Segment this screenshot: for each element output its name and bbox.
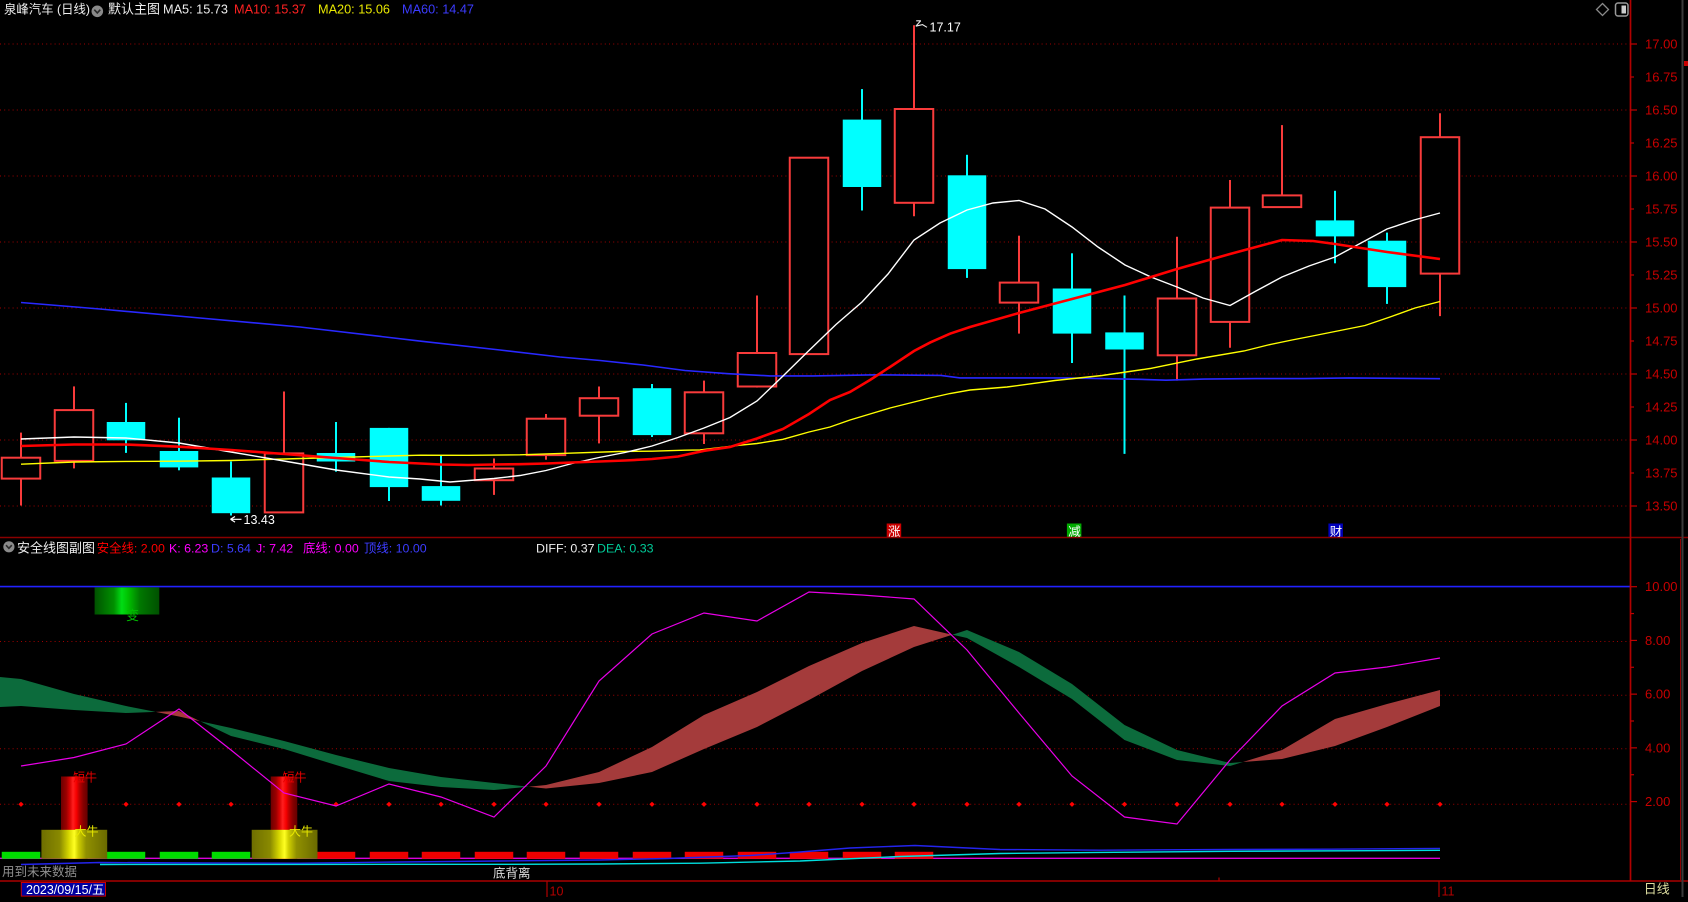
svg-text:泉峰汽车 (日线): 泉峰汽车 (日线) (4, 2, 90, 17)
svg-text:8.00: 8.00 (1645, 633, 1670, 648)
svg-text:15.25: 15.25 (1645, 268, 1678, 283)
svg-text:J: 7.42: J: 7.42 (256, 542, 293, 556)
svg-text:减: 减 (1068, 525, 1081, 539)
svg-text:6.00: 6.00 (1645, 687, 1670, 702)
svg-text:安全线: 2.00: 安全线: 2.00 (97, 541, 165, 556)
svg-text:16.75: 16.75 (1645, 70, 1678, 85)
svg-text:D: 5.64: D: 5.64 (211, 542, 251, 556)
svg-text:MA20: 15.06: MA20: 15.06 (318, 3, 390, 17)
svg-text:14.75: 14.75 (1645, 334, 1678, 349)
svg-text:MA60: 14.47: MA60: 14.47 (402, 3, 474, 17)
svg-text:财: 财 (1330, 525, 1343, 539)
svg-text:15.00: 15.00 (1645, 301, 1678, 316)
svg-text:变: 变 (126, 608, 139, 623)
svg-text:11: 11 (1442, 885, 1455, 898)
svg-text:大牛: 大牛 (75, 824, 99, 839)
svg-text:顶线: 10.00: 顶线: 10.00 (364, 542, 427, 556)
svg-text:13.43: 13.43 (244, 513, 275, 527)
svg-text:15.75: 15.75 (1645, 202, 1678, 217)
svg-text:17.17: 17.17 (930, 21, 961, 35)
svg-text:涨: 涨 (888, 524, 901, 539)
svg-text:16.50: 16.50 (1645, 103, 1678, 118)
svg-text:14.25: 14.25 (1645, 400, 1678, 415)
svg-text:DIFF: 0.37: DIFF: 0.37 (536, 542, 595, 556)
svg-text:日线: 日线 (1644, 882, 1670, 897)
svg-text:17.00: 17.00 (1645, 37, 1678, 52)
svg-text:14.50: 14.50 (1645, 367, 1678, 382)
svg-text:10.00: 10.00 (1645, 579, 1678, 594)
svg-text:底线: 0.00: 底线: 0.00 (303, 541, 359, 556)
svg-text:2.00: 2.00 (1645, 794, 1670, 809)
svg-text:16.25: 16.25 (1645, 136, 1678, 151)
svg-text:13.50: 13.50 (1645, 499, 1678, 514)
svg-text:K: 6.23: K: 6.23 (169, 542, 208, 556)
svg-text:15.50: 15.50 (1645, 235, 1678, 250)
svg-text:安全线图副图: 安全线图副图 (17, 541, 95, 556)
svg-text:默认主图: 默认主图 (108, 2, 160, 17)
svg-text:2023/09/15/五: 2023/09/15/五 (26, 883, 105, 897)
svg-text:10: 10 (550, 885, 564, 898)
svg-text:MA10: 15.37: MA10: 15.37 (234, 3, 306, 17)
svg-text:短牛: 短牛 (283, 770, 307, 785)
svg-text:用到未来数据: 用到未来数据 (2, 864, 77, 879)
svg-text:大牛: 大牛 (289, 824, 313, 839)
svg-text:4.00: 4.00 (1645, 740, 1670, 755)
svg-text:短牛: 短牛 (73, 770, 97, 785)
svg-text:13.75: 13.75 (1645, 466, 1678, 481)
svg-text:底背离: 底背离 (493, 866, 531, 881)
svg-text:14.00: 14.00 (1645, 433, 1678, 448)
svg-text:16.00: 16.00 (1645, 169, 1678, 184)
svg-text:MA5: 15.73: MA5: 15.73 (163, 3, 228, 17)
svg-text:DEA: 0.33: DEA: 0.33 (597, 542, 654, 556)
